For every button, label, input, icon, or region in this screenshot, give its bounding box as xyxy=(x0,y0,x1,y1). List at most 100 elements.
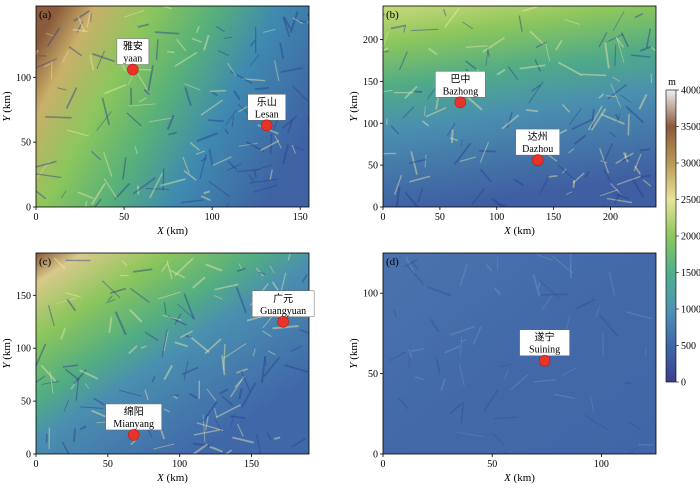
y-tick-label: 0 xyxy=(26,203,31,214)
y-tick-label: 100 xyxy=(363,119,378,130)
x-tick-label: 150 xyxy=(293,212,308,223)
terrain-texture xyxy=(389,253,655,454)
y-tick-label: 0 xyxy=(26,450,31,461)
panel-c: 0 50 100 150 0 50 100 150 X (km) Y (km) (c) 广元Guang… xyxy=(1,252,315,484)
x-tick-label: 0 xyxy=(381,459,386,470)
plot-frame xyxy=(35,5,310,208)
x-tick-label: 100 xyxy=(172,459,187,470)
city-name-en: Guangyuan xyxy=(260,306,306,317)
city-dot xyxy=(538,354,551,367)
terrain-surface xyxy=(383,6,656,207)
city-name-en: Dazhou xyxy=(522,144,553,155)
x-tick-label: 50 xyxy=(435,212,445,223)
x-tick-label: 150 xyxy=(546,212,561,223)
city-name-en: yaan xyxy=(123,54,142,65)
y-tick-label: 150 xyxy=(363,77,378,88)
x-tick-label: 50 xyxy=(487,459,497,470)
city-name-en: Lesan xyxy=(255,109,279,120)
y-axis-label: Y (km) xyxy=(1,338,13,369)
x-tick-label: 0 xyxy=(381,212,386,223)
y-axis-label: Y (km) xyxy=(1,91,13,122)
city-label-box xyxy=(251,290,315,318)
city-name-cn: 巴中 xyxy=(450,72,470,85)
city-name-en: Bazhong xyxy=(443,86,479,97)
x-axis-label: X (km) xyxy=(503,472,535,484)
city-dot xyxy=(260,119,273,132)
plot-frame xyxy=(35,252,310,455)
city-label-box xyxy=(435,71,486,98)
city-dot xyxy=(127,429,140,441)
city-dot xyxy=(277,315,289,328)
city-name-cn: 乐山 xyxy=(257,96,277,108)
colorbar-tick-label: 500 xyxy=(681,341,696,352)
city-label-box xyxy=(105,403,162,431)
y-axis-label: Y (km) xyxy=(348,91,360,122)
colorbar-gradient xyxy=(665,89,677,383)
terrain-texture xyxy=(36,6,309,207)
colorbar-tick-label: 1000 xyxy=(681,305,700,316)
y-axis-label: Y (km) xyxy=(348,338,360,369)
terrain-surface xyxy=(36,253,309,454)
y-tick-label: 0 xyxy=(373,203,378,214)
colorbar-tick-label: 3500 xyxy=(681,122,700,133)
x-tick-label: 50 xyxy=(103,459,113,470)
x-axis-label: X (km) xyxy=(156,472,188,484)
x-tick-label: 0 xyxy=(34,459,39,470)
panel-label: (a) xyxy=(39,9,52,21)
x-tick-label: 0 xyxy=(34,212,39,223)
panel-label: (d) xyxy=(386,256,399,268)
y-tick-label: 100 xyxy=(16,73,31,84)
y-tick-label: 50 xyxy=(368,369,378,380)
x-axis-label: X (km) xyxy=(156,225,188,237)
colorbar-tick-label: 0 xyxy=(681,378,686,389)
y-tick-label: 50 xyxy=(21,138,31,149)
city-name-cn: 广元 xyxy=(273,293,293,305)
panel-label: (b) xyxy=(386,9,399,21)
x-tick-label: 150 xyxy=(244,459,259,470)
colorbar-tick-label: 1500 xyxy=(681,268,700,279)
city-name-en: Mianyang xyxy=(113,419,154,430)
colorbar-tick-label: 2500 xyxy=(681,195,700,206)
colorbar: m 0 500 1000 1500 2000 2500 3000 3500 4000 xyxy=(665,77,700,389)
colorbar-tick-label: 4000 xyxy=(681,86,700,97)
city-name-cn: 遂宁 xyxy=(535,331,555,344)
city-name-cn: 雅安 xyxy=(123,40,143,53)
x-tick-label: 100 xyxy=(594,459,609,470)
y-tick-label: 200 xyxy=(363,35,378,46)
city-name-en: Suining xyxy=(529,345,560,356)
plot-frame xyxy=(382,252,657,455)
plot-frame xyxy=(382,5,657,208)
y-tick-label: 50 xyxy=(368,161,378,172)
y-tick-label: 100 xyxy=(16,344,31,355)
y-tick-label: 100 xyxy=(363,289,378,300)
terrain-texture xyxy=(36,253,309,454)
x-axis-label: X (km) xyxy=(503,225,535,237)
y-tick-label: 150 xyxy=(16,291,31,302)
panel-b: 0 50 100 150 200 0 50 100 150 200 X (km) Y (km) (b) 巴… xyxy=(348,5,657,237)
city-name-cn: 达州 xyxy=(528,131,548,143)
x-tick-label: 100 xyxy=(205,212,220,223)
city-dot xyxy=(454,96,467,109)
city-dot xyxy=(127,63,139,76)
x-tick-label: 100 xyxy=(489,212,504,223)
x-tick-label: 50 xyxy=(119,212,129,223)
y-tick-label: 0 xyxy=(373,450,378,461)
colorbar-tick-label: 2000 xyxy=(681,232,700,243)
colorbar-tick-label: 3000 xyxy=(681,159,700,170)
panel-label: (c) xyxy=(39,256,52,268)
city-dot xyxy=(531,154,544,166)
y-tick-label: 50 xyxy=(21,397,31,408)
x-tick-label: 200 xyxy=(603,212,618,223)
city-name-cn: 绵阳 xyxy=(124,405,144,418)
city-label-box xyxy=(519,329,570,356)
